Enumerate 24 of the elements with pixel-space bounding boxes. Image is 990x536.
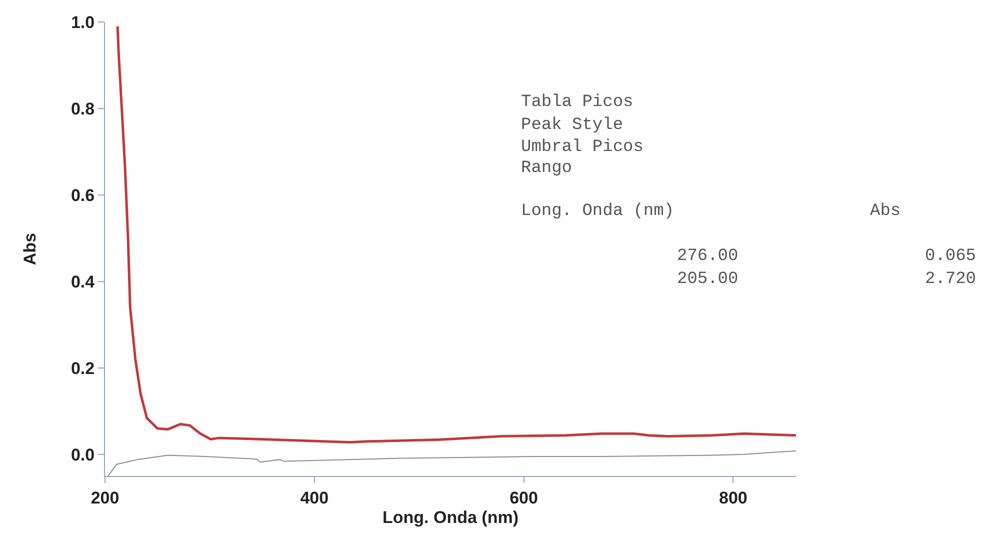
text: Abs (870, 202, 901, 221)
text: 0.065 (925, 247, 976, 266)
y-tick-label: 1.0 (70, 12, 95, 32)
line-series (108, 450, 796, 476)
annotation: 205.00 (677, 270, 738, 289)
y-axis-title: Abs (20, 232, 40, 266)
y-tick-label: 0.4 (70, 272, 96, 292)
x-tick-label: 800 (718, 488, 748, 508)
annotation: Umbral Picos (521, 138, 644, 157)
y-tick-label: 0.2 (70, 358, 95, 378)
x-axis-title: Long. Onda (nm) (382, 508, 518, 527)
text: 2.720 (925, 270, 976, 289)
line-series (116, 25, 796, 444)
annotation: Long. Onda (nm) (521, 202, 674, 221)
x-tick-label: 400 (300, 488, 329, 508)
y-tick-label: 0.8 (70, 99, 95, 118)
annotation: Tabla Picos (521, 93, 634, 112)
annotation: 276.00 (677, 247, 738, 266)
x-tick-label: 600 (510, 488, 538, 508)
annotation: Peak Style (521, 116, 624, 135)
x-tick-label: 200 (90, 488, 120, 508)
y-tick-label: 0.0 (70, 445, 95, 464)
annotation: Rango (521, 159, 572, 178)
y-tick-label: 0.6 (70, 186, 95, 205)
